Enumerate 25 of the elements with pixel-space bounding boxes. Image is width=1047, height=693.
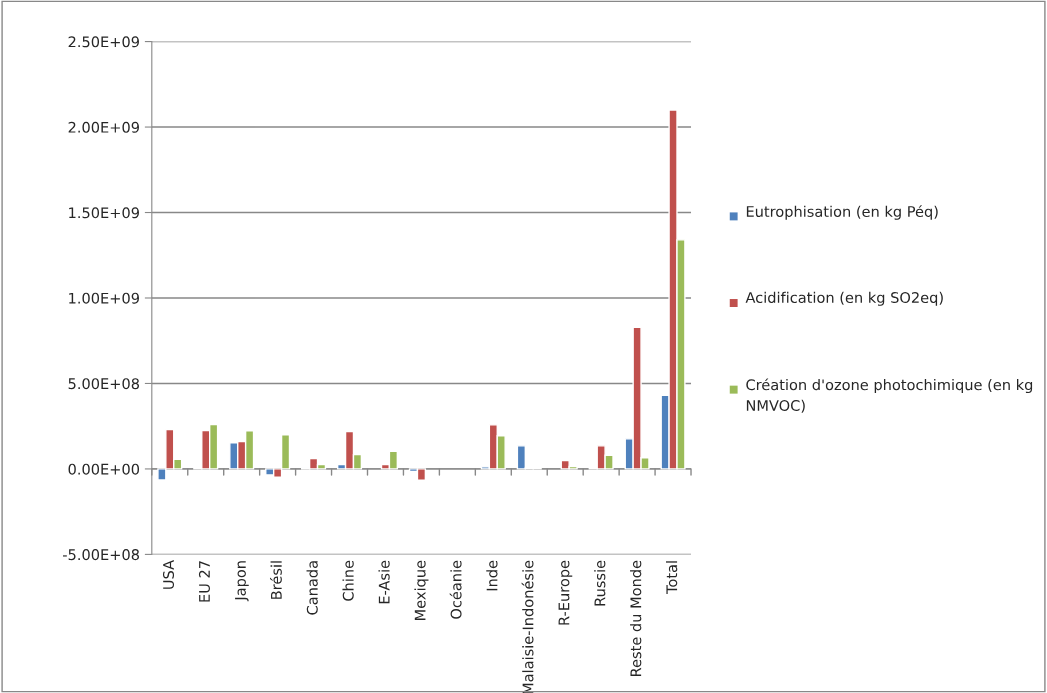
x-tick-label: R-Europe [558,560,573,625]
x-tick-label: Océanie [449,560,462,619]
x-tick-label: Mexique [414,560,429,620]
legend-label: Acidification (en kg SO2eq) [745,291,943,306]
x-tick-label: Reste du Monde [630,560,642,677]
x-tick-label: Brésil [269,561,282,599]
y-tick-label: 2.00E+09 [68,121,139,133]
x-tick-label: Canada [306,561,318,615]
x-tick-label: EU 27 [198,561,210,602]
x-tick-label: Malaisie-Indonésie [521,560,534,693]
x-tick-label: E-Asie [378,560,390,604]
y-tick-label: 0.00E+00 [68,463,140,475]
x-tick-label: Japon [235,561,249,602]
x-tick-label: Inde [486,560,498,591]
y-tick-label: 5.00E+08 [68,378,140,390]
y-tick-label: 1.00E+09 [69,292,139,304]
x-tick-label: Total [665,561,678,595]
legend-label: Eutrophisation (en kg Péq) [746,205,938,220]
x-tick-label: USA [162,560,175,589]
y-tick-label: -5.00E+08 [63,549,140,561]
y-tick-label: 2.50E+09 [68,36,139,48]
y-tick-label: 1.50E+09 [69,207,139,219]
legend-label: Création d'ozone photochimique (en kg NMVOC) [746,378,1033,413]
x-tick-label: Russie [594,560,606,606]
x-tick-label: Chine [342,560,354,601]
